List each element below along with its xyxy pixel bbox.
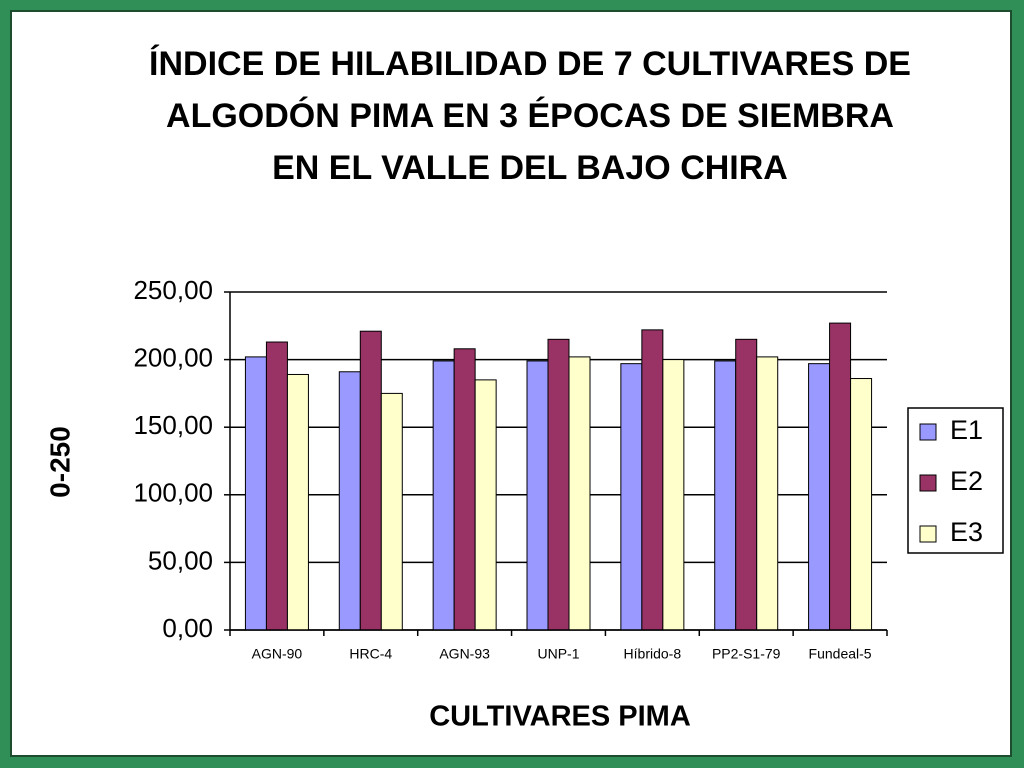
bar (244, 356, 267, 631)
bar (620, 363, 643, 631)
legend-label: E2 (950, 466, 983, 496)
bar (641, 329, 664, 631)
x-tick-label: Híbrido-8 (624, 646, 682, 662)
bar (662, 359, 685, 631)
legend-swatch (919, 423, 937, 441)
bar (286, 373, 309, 631)
bar (547, 338, 570, 631)
y-tick-label: 250,00 (133, 275, 213, 305)
bar (338, 371, 361, 631)
bar (850, 378, 873, 631)
bar (265, 341, 288, 631)
bar (756, 356, 779, 631)
x-tick-label: PP2-S1-79 (712, 646, 781, 662)
y-tick-label: 0,00 (162, 613, 213, 643)
y-tick-label: 200,00 (133, 342, 213, 372)
bar (568, 356, 591, 631)
y-tick-label: 100,00 (133, 478, 213, 508)
bar (808, 363, 831, 631)
legend-label: E1 (950, 415, 983, 445)
bar (432, 360, 455, 631)
bar (714, 360, 737, 631)
y-axis-title: 0-250 (44, 426, 75, 498)
bar (380, 392, 403, 631)
bar (474, 379, 497, 631)
x-axis-title: CULTIVARES PIMA (429, 701, 691, 733)
legend-swatch (919, 525, 937, 543)
x-tick-label: Fundeal-5 (809, 646, 872, 662)
bar (359, 330, 382, 631)
bar (829, 322, 852, 631)
bar (453, 348, 476, 631)
bar (526, 360, 549, 631)
x-tick-label: HRC-4 (349, 646, 392, 662)
chart-title: ÍNDICE DE HILABILIDAD DE 7 CULTIVARES DE… (149, 45, 911, 187)
y-tick-label: 150,00 (133, 410, 213, 440)
y-tick-label: 50,00 (148, 545, 213, 575)
x-tick-label: UNP-1 (537, 646, 579, 662)
bar (735, 338, 758, 631)
x-tick-label: AGN-90 (252, 646, 303, 662)
legend-label: E3 (950, 517, 983, 547)
legend-swatch (919, 474, 937, 492)
x-tick-label: AGN-93 (439, 646, 490, 662)
